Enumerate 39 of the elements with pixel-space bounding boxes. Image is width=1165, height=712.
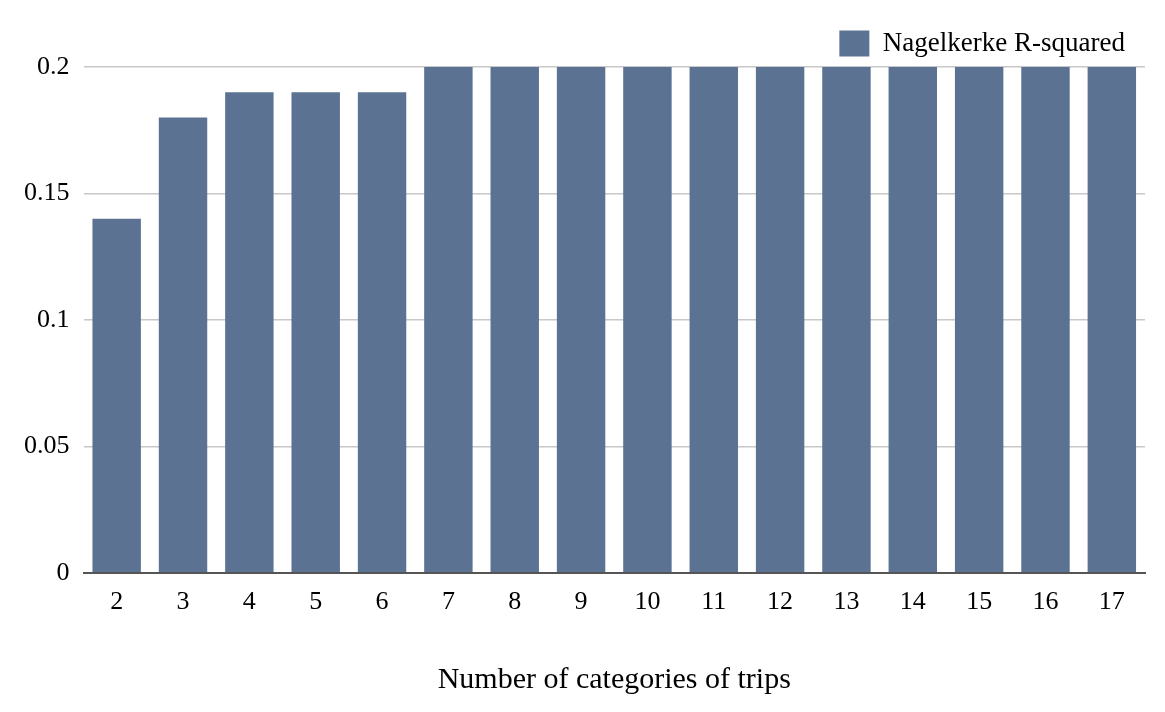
x-tick-label: 10	[634, 586, 661, 616]
bar	[623, 67, 672, 573]
y-tick-label: 0.1	[37, 303, 70, 333]
x-tick-label: 7	[441, 586, 455, 616]
bar	[1087, 67, 1137, 573]
bar	[556, 67, 606, 573]
y-tick-label: 0	[56, 556, 70, 586]
y-tick-label: 0.2	[37, 50, 70, 80]
x-tick-label: 4	[242, 586, 256, 616]
x-tick-label: 17	[1098, 586, 1125, 616]
x-tick-label: 15	[966, 586, 993, 616]
x-tick-label: 16	[1032, 586, 1059, 616]
legend-label: Nagelkerke R-squared	[882, 26, 1126, 57]
x-tick-label: 2	[110, 586, 124, 616]
y-tick-label: 0.05	[24, 430, 70, 460]
x-tick-label: 9	[574, 586, 588, 616]
bar	[1021, 67, 1070, 573]
bar	[954, 67, 1004, 573]
bar	[291, 92, 340, 573]
x-tick-label: 5	[309, 586, 323, 616]
y-tick-label: 0.15	[24, 177, 70, 207]
bar	[822, 67, 871, 573]
bar	[424, 67, 473, 573]
x-axis-title: Number of categories of trips	[437, 660, 791, 694]
x-tick-label: 8	[508, 586, 522, 616]
bar	[92, 218, 141, 573]
bar	[888, 67, 938, 573]
bar	[357, 92, 407, 573]
x-tick-label: 13	[833, 586, 860, 616]
bar	[158, 117, 208, 573]
x-tick-label: 11	[701, 586, 727, 616]
bar	[755, 67, 805, 573]
bar	[225, 92, 274, 573]
bar	[689, 67, 738, 573]
x-tick-label: 6	[375, 586, 389, 616]
x-tick-label: 12	[767, 586, 794, 616]
x-tick-label: 3	[176, 586, 190, 616]
x-tick-label: 14	[899, 586, 926, 616]
bar	[490, 67, 539, 573]
